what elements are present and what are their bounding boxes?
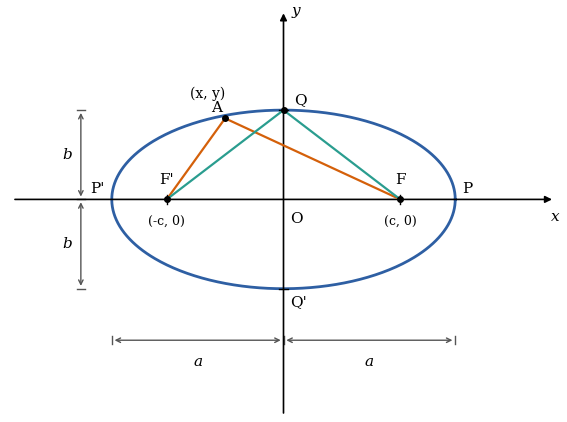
Text: (c, 0): (c, 0) xyxy=(384,214,417,227)
Text: P: P xyxy=(462,182,472,196)
Text: a: a xyxy=(193,355,202,369)
Text: b: b xyxy=(62,148,72,162)
Text: P': P' xyxy=(91,182,105,196)
Text: A: A xyxy=(211,101,222,115)
Text: y: y xyxy=(292,3,301,17)
Text: O: O xyxy=(290,212,303,226)
Text: (x, y): (x, y) xyxy=(191,87,226,101)
Text: F: F xyxy=(395,173,405,187)
Text: b: b xyxy=(62,237,72,251)
Text: Q: Q xyxy=(294,93,306,107)
Text: Q': Q' xyxy=(290,295,307,310)
Text: F': F' xyxy=(159,173,174,187)
Text: a: a xyxy=(365,355,374,369)
Text: (-c, 0): (-c, 0) xyxy=(149,214,185,227)
Text: x: x xyxy=(551,210,559,224)
